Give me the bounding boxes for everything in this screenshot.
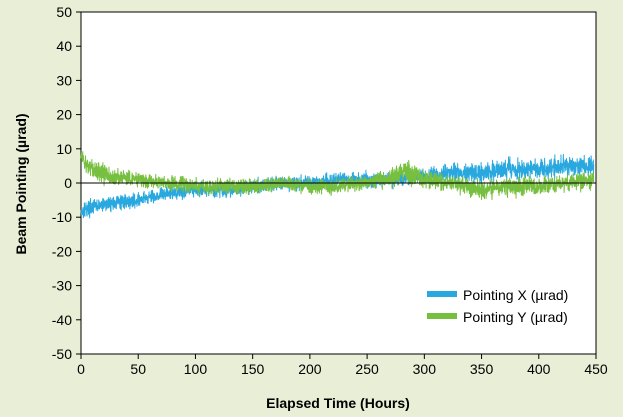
y-tick-label: -20: [52, 243, 72, 259]
y-axis-title: Beam Pointing (µrad): [13, 113, 29, 254]
legend-swatch-pointing-y: [427, 313, 457, 319]
y-tick-label: -40: [52, 312, 72, 328]
y-tick-label: 40: [56, 38, 72, 54]
y-tick-label: 50: [56, 4, 72, 20]
x-tick-label: 350: [470, 361, 494, 377]
y-tick-label: -50: [52, 346, 72, 362]
x-tick-label: 400: [527, 361, 551, 377]
y-axis: 50 40 30 20 10 0 -10 -20 -30 -40 -50: [52, 4, 81, 362]
y-tick-label: 20: [56, 107, 72, 123]
legend: Pointing X (µrad) Pointing Y (µrad): [427, 287, 568, 325]
series-pointing-x-line: [80, 153, 595, 219]
x-tick-label: 100: [184, 361, 208, 377]
x-axis-title: Elapsed Time (Hours): [266, 395, 410, 411]
x-tick-label: 0: [77, 361, 85, 377]
x-tick-label: 300: [413, 361, 437, 377]
series-layer: [80, 151, 595, 219]
legend-label-pointing-y: Pointing Y (µrad): [463, 309, 568, 325]
legend-label-pointing-x: Pointing X (µrad): [463, 287, 568, 303]
x-tick-label: 250: [355, 361, 379, 377]
series-pointing-y-line: [80, 151, 595, 201]
y-tick-label: -30: [52, 278, 72, 294]
y-tick-label: 0: [64, 175, 72, 191]
x-tick-label: 200: [298, 361, 322, 377]
x-axis: 0 50 100 150 200 250 300 350 400 450: [77, 354, 608, 377]
x-tick-label: 150: [241, 361, 265, 377]
x-tick-label: 50: [130, 361, 146, 377]
y-tick-label: 10: [56, 141, 72, 157]
legend-swatch-pointing-x: [427, 291, 457, 297]
x-tick-label: 450: [584, 361, 608, 377]
y-tick-label: -10: [52, 209, 72, 225]
y-tick-label: 30: [56, 72, 72, 88]
